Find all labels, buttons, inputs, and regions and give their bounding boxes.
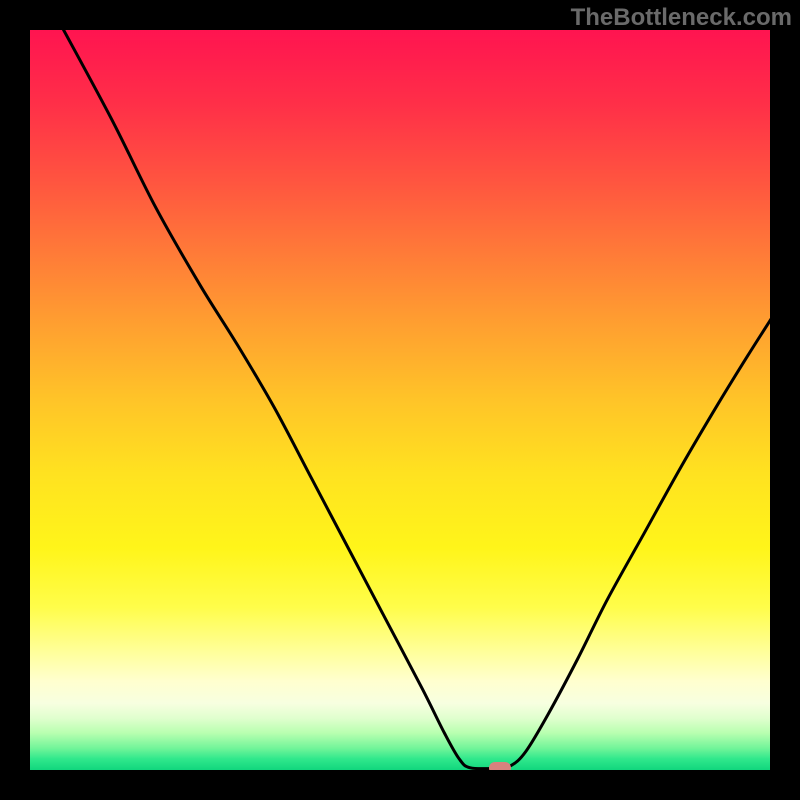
chart-container: TheBottleneck.com (0, 0, 800, 800)
highlight-marker (489, 762, 511, 770)
bottleneck-curve (60, 30, 770, 769)
curve-svg (30, 30, 770, 770)
watermark-label: TheBottleneck.com (571, 4, 792, 32)
plot-area (30, 30, 770, 770)
